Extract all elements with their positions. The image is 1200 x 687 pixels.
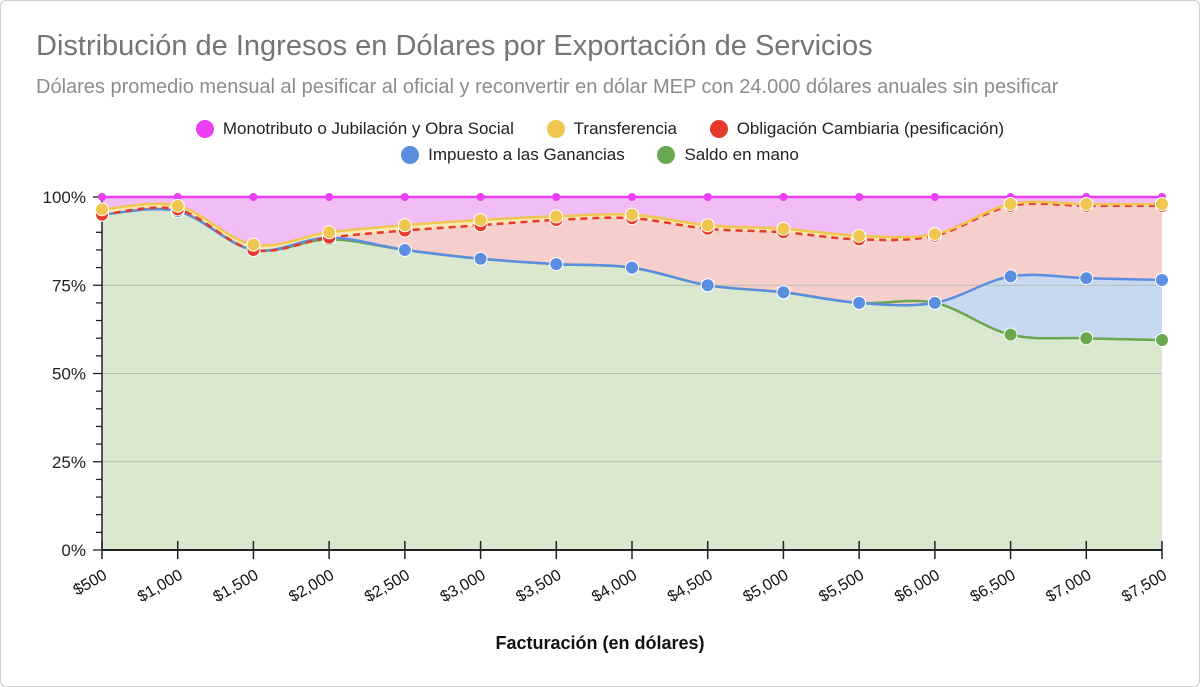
point-transferencia — [625, 207, 639, 222]
y-tick-label: 0% — [61, 541, 86, 560]
point-transferencia — [397, 218, 412, 233]
point-impuesto — [927, 295, 942, 310]
point-monotributo — [249, 193, 258, 201]
legend-item-impuesto[interactable]: Impuesto a las Ganancias — [401, 145, 625, 165]
point-transferencia — [776, 221, 791, 236]
point-monotributo — [930, 193, 939, 201]
point-transferencia — [1155, 197, 1169, 212]
point-transferencia — [1079, 197, 1094, 212]
y-tick-label: 50% — [52, 365, 86, 384]
area-impuesto — [102, 209, 1162, 340]
point-monotributo — [400, 193, 409, 201]
x-tick-label: $500 — [71, 567, 110, 600]
x-tick-label: $7,000 — [1043, 567, 1094, 606]
legend-dot-impuesto — [401, 146, 420, 164]
point-monotributo — [628, 193, 636, 201]
point-transferencia — [246, 237, 261, 252]
legend-item-transferencia[interactable]: Transferencia — [546, 119, 677, 139]
point-saldo — [1003, 327, 1018, 342]
point-impuesto — [1003, 269, 1018, 284]
x-tick-label: $4,000 — [589, 567, 640, 606]
point-impuesto — [625, 260, 639, 275]
point-impuesto — [549, 257, 564, 272]
x-tick-label: $6,500 — [968, 567, 1019, 606]
x-tick-label: $7,500 — [1119, 567, 1170, 606]
x-tick-label: $3,500 — [513, 567, 564, 606]
legend-item-saldo[interactable]: Saldo en mano — [657, 145, 799, 165]
point-transferencia — [170, 198, 185, 213]
point-monotributo — [855, 193, 864, 201]
point-monotributo — [552, 193, 561, 201]
point-transferencia — [700, 218, 715, 233]
point-transferencia — [473, 212, 488, 227]
legend-row-1: Monotributo o Jubilación y Obra Social T… — [0, 119, 1200, 143]
legend-dot-saldo — [657, 146, 676, 164]
legend-label-monotributo: Monotributo o Jubilación y Obra Social — [222, 119, 514, 138]
area-monotributo — [102, 197, 1162, 246]
x-tick-label: $6,000 — [892, 567, 943, 606]
legend-label-impuesto: Impuesto a las Ganancias — [428, 145, 625, 164]
chart-title: Distribución de Ingresos en Dólares por … — [36, 30, 873, 62]
point-monotributo — [325, 193, 334, 201]
legend-item-obligacion[interactable]: Obligación Cambiaria (pesificación) — [709, 119, 1005, 139]
point-impuesto — [397, 242, 412, 257]
point-transferencia — [322, 225, 337, 240]
point-saldo — [1155, 332, 1169, 347]
point-monotributo — [98, 193, 106, 201]
legend-label-obligacion: Obligación Cambiaria (pesificación) — [736, 119, 1005, 138]
point-saldo — [1079, 331, 1094, 346]
point-transferencia — [549, 209, 564, 224]
x-axis-title: Facturación (en dólares) — [495, 633, 705, 653]
legend-dot-obligacion — [709, 120, 728, 138]
point-monotributo — [703, 193, 712, 201]
y-tick-label: 100% — [43, 188, 86, 207]
legend-row-2: Impuesto a las Ganancias Saldo en mano — [0, 145, 1200, 169]
x-tick-label: $5,000 — [741, 567, 792, 606]
x-tick-label: $2,500 — [362, 567, 413, 606]
point-transferencia — [852, 228, 867, 243]
x-tick-label: $2,000 — [286, 567, 337, 606]
y-tick-label: 75% — [52, 276, 86, 295]
y-tick-label: 25% — [52, 453, 86, 472]
point-transferencia — [927, 227, 942, 242]
area-obligacion — [102, 203, 1162, 306]
point-impuesto — [473, 251, 488, 266]
point-monotributo — [476, 193, 485, 201]
area-saldo — [102, 209, 1162, 551]
legend-item-monotributo[interactable]: Monotributo o Jubilación y Obra Social — [195, 119, 514, 139]
legend-dot-transferencia — [546, 120, 565, 138]
point-monotributo — [173, 193, 182, 201]
point-impuesto — [700, 278, 715, 293]
x-tick-label: $5,500 — [816, 567, 867, 606]
legend-label-transferencia: Transferencia — [573, 119, 677, 138]
x-tick-label: $1,000 — [135, 567, 186, 606]
x-tick-label: $1,500 — [211, 567, 262, 606]
point-monotributo — [779, 193, 788, 201]
point-impuesto — [776, 285, 791, 300]
legend-dot-monotributo — [195, 120, 214, 138]
point-impuesto — [852, 295, 867, 310]
point-impuesto — [1079, 271, 1094, 286]
point-transferencia — [95, 202, 109, 217]
point-transferencia — [1003, 197, 1018, 212]
legend-label-saldo: Saldo en mano — [684, 145, 799, 164]
x-tick-label: $4,500 — [665, 567, 716, 606]
x-tick-label: $3,000 — [438, 567, 489, 606]
point-impuesto — [1155, 272, 1169, 287]
chart-subtitle: Dólares promedio mensual al pesificar al… — [36, 76, 1059, 98]
